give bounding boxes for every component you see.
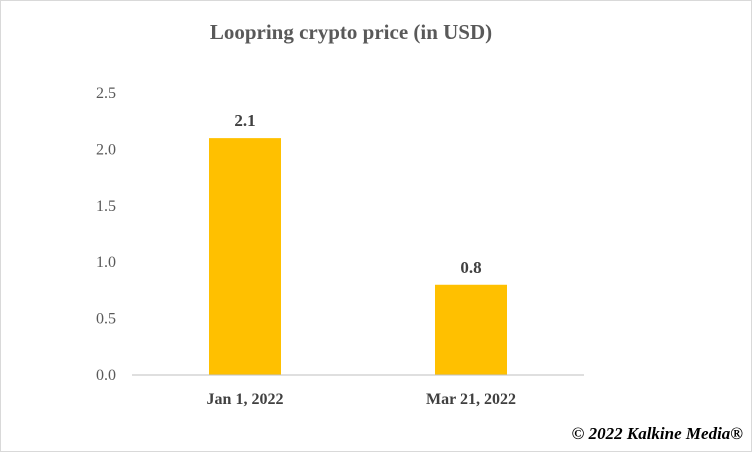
y-axis: 0.0 0.5 1.0 1.5 2.0 2.5 [96,85,116,384]
y-tick-label: 0.5 [96,311,116,328]
chart-title: Loopring crypto price (in USD) [210,20,492,44]
y-tick-label: 0.0 [96,367,116,384]
data-label: 0.8 [460,258,481,277]
data-labels: 2.1 0.8 [234,111,481,277]
bar [435,284,507,375]
copyright-text: © 2022 Kalkine Media® [571,424,743,443]
x-axis: Jan 1, 2022 Mar 21, 2022 [207,391,516,408]
bar [209,138,281,375]
bars-group [209,138,507,375]
y-tick-label: 1.5 [96,198,116,215]
y-tick-label: 1.0 [96,254,116,271]
y-tick-label: 2.5 [96,85,116,102]
x-tick-label: Jan 1, 2022 [207,391,284,408]
y-tick-label: 2.0 [96,141,116,158]
x-tick-label: Mar 21, 2022 [426,391,516,408]
data-label: 2.1 [234,111,255,130]
